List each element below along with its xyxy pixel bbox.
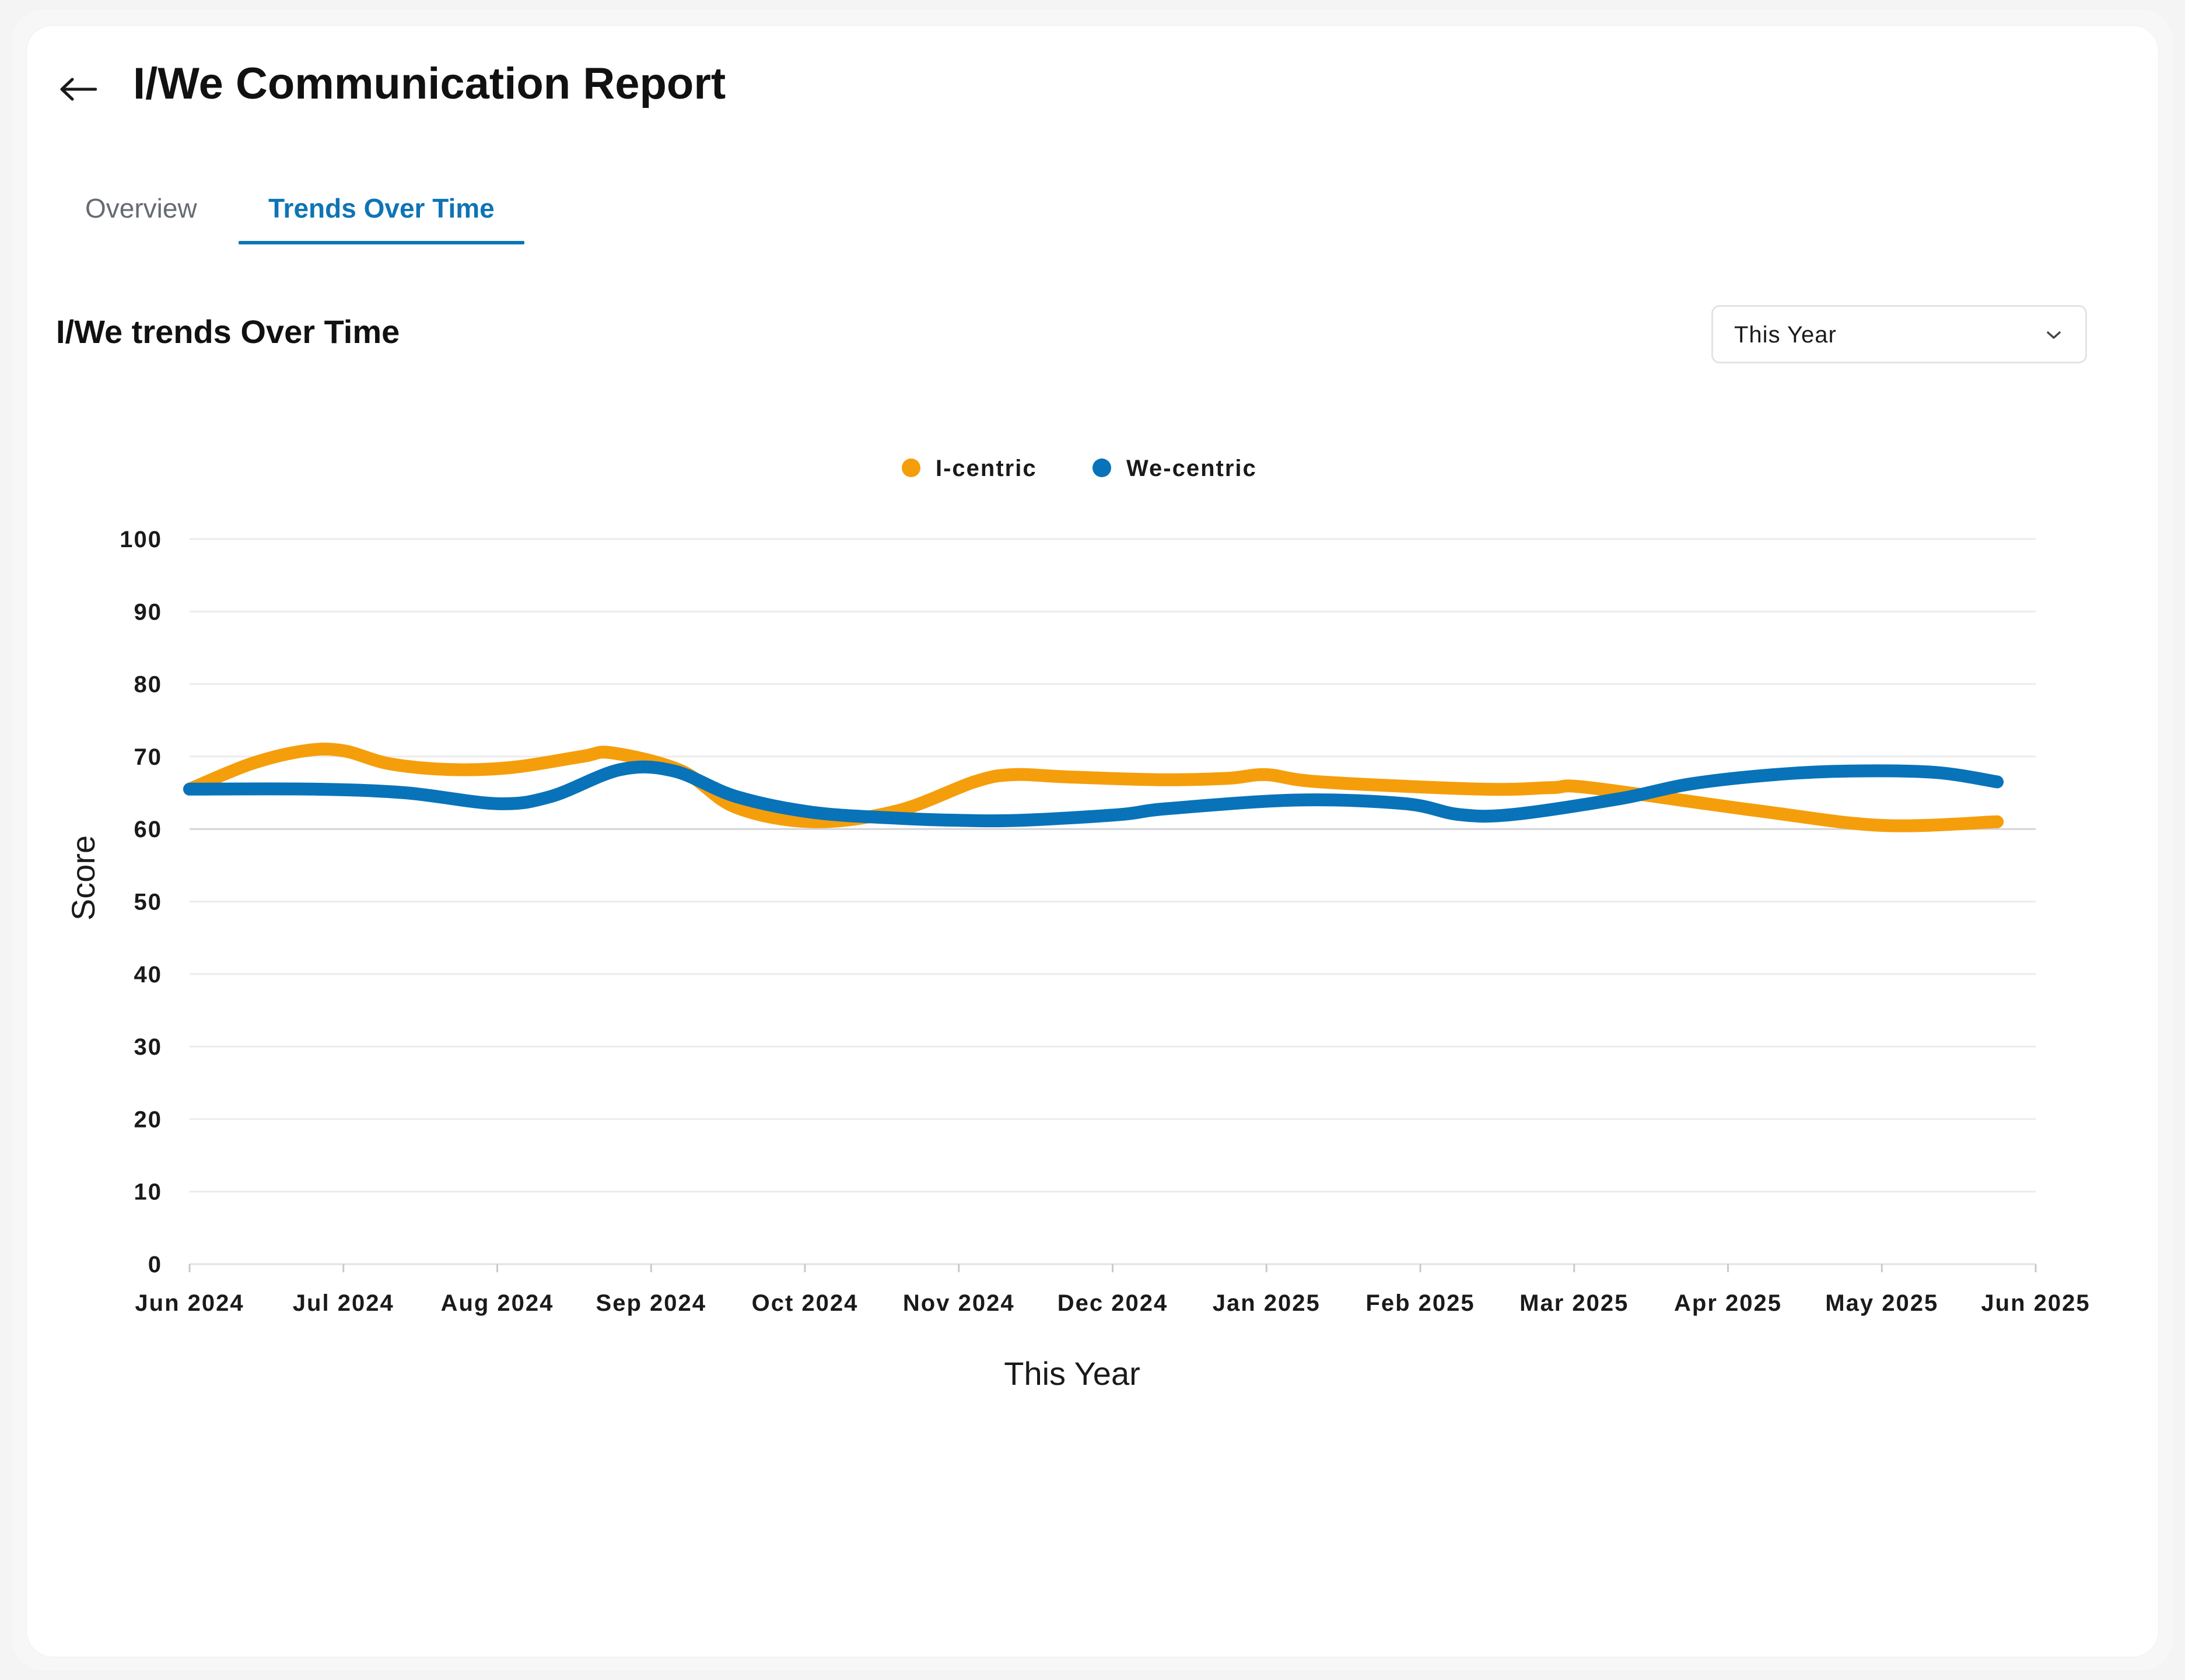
- period-select-value: This Year: [1734, 322, 1837, 348]
- chart-legend: I-centric We-centric: [902, 456, 1257, 481]
- y-tick-label: 100: [120, 527, 162, 552]
- page-title: I/We Communication Report: [133, 59, 726, 108]
- arrow-left-icon: [60, 78, 97, 101]
- legend-marker-i-centric: [902, 459, 920, 477]
- back-button[interactable]: [56, 67, 100, 111]
- section-title: I/We trends Over Time: [56, 313, 400, 350]
- gridlines: [190, 538, 2036, 1193]
- x-tick-label: Nov 2024: [903, 1290, 1015, 1316]
- tab-overview[interactable]: Overview: [85, 193, 197, 223]
- chevron-down-icon: [2047, 331, 2061, 339]
- x-tick-label: Jan 2025: [1213, 1290, 1321, 1316]
- y-tick-label: 10: [134, 1180, 163, 1205]
- series-line-i-centric: [183, 743, 2004, 832]
- legend-label-i-centric: I-centric: [936, 456, 1037, 481]
- y-tick-label: 80: [134, 672, 163, 698]
- x-tick-label: Aug 2024: [441, 1290, 554, 1316]
- y-tick-label: 70: [134, 744, 163, 770]
- x-tick-label: Apr 2025: [1674, 1290, 1782, 1316]
- y-tick-label: 30: [134, 1034, 163, 1060]
- series-line-we-centric: [183, 760, 2004, 828]
- y-axis-label: Score: [65, 835, 101, 921]
- legend-label-we-centric: We-centric: [1126, 456, 1257, 481]
- x-axis-ticks: Jun 2024 Jul 2024 Aug 2024 Sep 2024 Oct 2024…: [135, 1264, 2090, 1316]
- x-tick-label: Sep 2024: [596, 1290, 706, 1316]
- y-axis-ticks: 0 10 20 30 40 50 60 70 80 90 100: [120, 527, 163, 1278]
- x-axis-label: This Year: [1004, 1355, 1140, 1392]
- report-card: [27, 26, 2158, 1657]
- y-tick-label: 60: [134, 817, 163, 842]
- x-tick-label: Jul 2024: [293, 1290, 394, 1316]
- y-tick-label: 50: [134, 890, 163, 915]
- x-tick-label: Jun 2025: [1981, 1290, 2090, 1316]
- period-select[interactable]: This Year: [1711, 305, 2087, 363]
- y-tick-label: 20: [134, 1107, 163, 1132]
- y-tick-label: 90: [134, 599, 163, 625]
- tab-trends-over-time[interactable]: Trends Over Time: [268, 193, 495, 223]
- active-tab-indicator: [239, 241, 524, 244]
- x-tick-label: Feb 2025: [1365, 1290, 1475, 1316]
- x-tick-label: Oct 2024: [752, 1290, 859, 1316]
- series-lines: [183, 743, 2004, 832]
- x-tick-label: Dec 2024: [1058, 1290, 1168, 1316]
- x-tick-label: May 2025: [1825, 1290, 1938, 1316]
- legend-marker-we-centric: [1092, 459, 1111, 477]
- x-tick-label: Mar 2025: [1519, 1290, 1629, 1316]
- y-tick-label: 0: [148, 1252, 162, 1278]
- x-tick-label: Jun 2024: [135, 1290, 244, 1316]
- y-tick-label: 40: [134, 962, 163, 988]
